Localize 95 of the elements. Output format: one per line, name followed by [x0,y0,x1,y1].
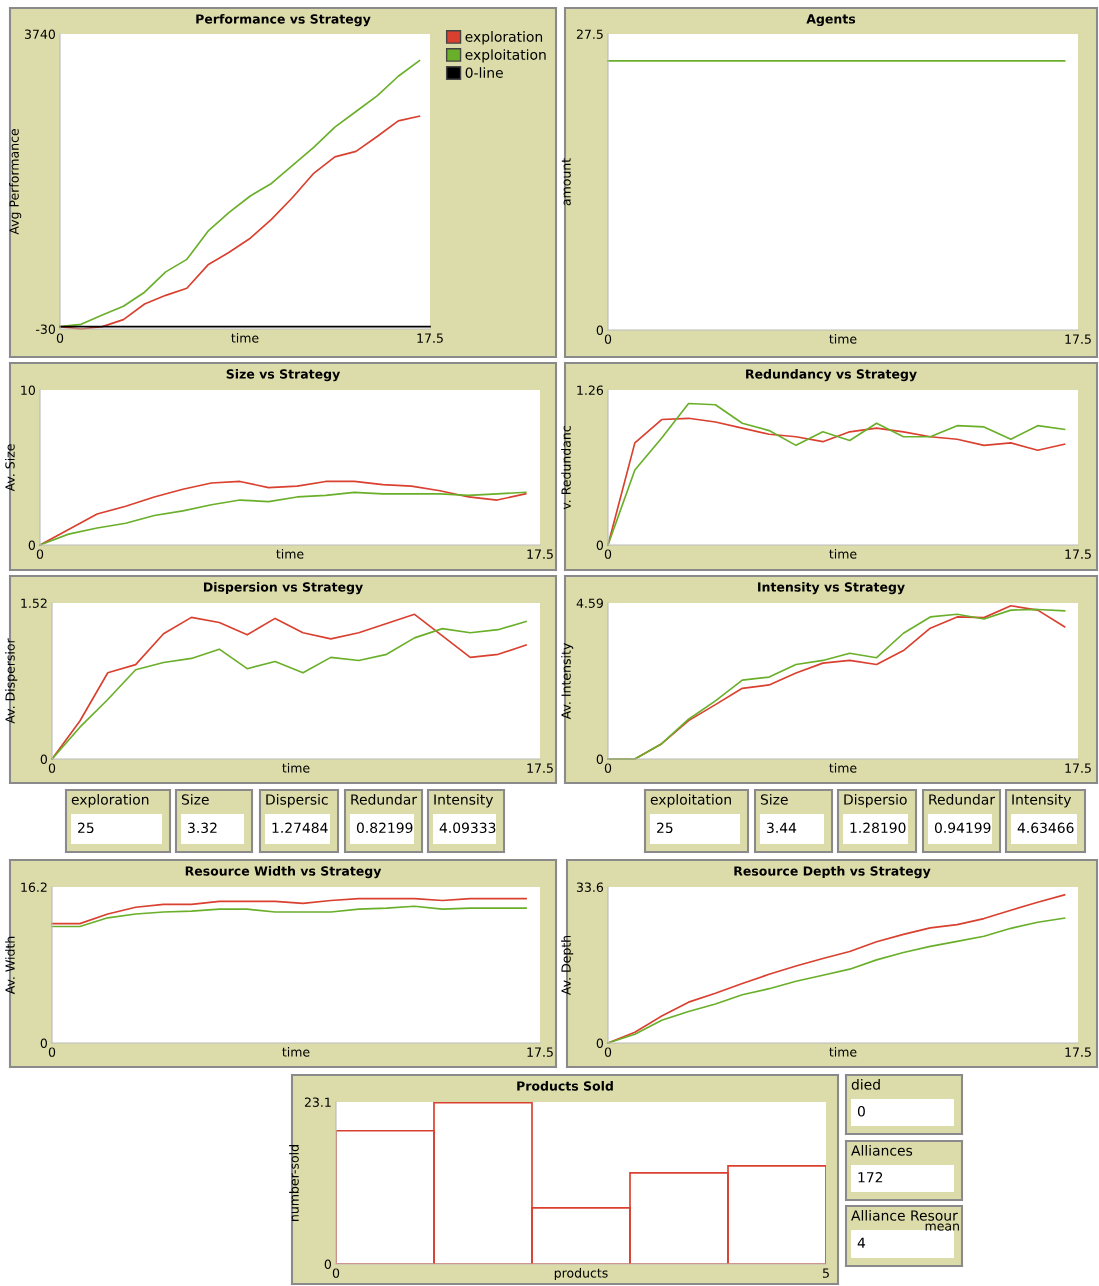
y-axis-title: Avg Performance [9,129,22,235]
x-tick-label: 17.5 [527,549,553,559]
text: 25 [78,822,94,834]
text: Redundar [351,794,418,805]
chart-title: Size vs Strategy [226,369,340,382]
y-tick-label: 1.52 [21,598,47,608]
text: 4 [857,1237,866,1248]
text: 0.94199 [934,822,991,834]
x-axis-title: time [829,549,857,559]
x-tick-label: 17.5 [1065,334,1091,344]
y-axis-title: v. Redundanc [561,426,571,510]
line-series [39,491,527,546]
y-axis-title: amount [561,158,571,206]
legend-label: 0-line [465,67,503,78]
text: 3.44 [767,822,797,834]
y-tick-label: 0 [596,325,603,335]
line-series [59,115,421,330]
text: 172 [858,1172,883,1183]
legend-label: exploitation [465,49,546,63]
chart-title: Intensity vs Strategy [758,582,905,595]
text: 1.27484 [272,822,328,834]
text: exploitation [650,794,731,808]
y-tick-label: 4.59 [576,598,603,608]
y-tick-label: 27.5 [576,29,603,39]
text: 25 [657,822,673,834]
text: Dispersic [266,794,328,808]
text: 3.32 [188,822,217,834]
x-tick-label: 0 [604,549,612,559]
y-tick-label: -30 [36,324,55,334]
x-tick-label: 0 [604,1047,612,1057]
chart-title: Redundancy vs Strategy [746,369,917,382]
y-tick-label: 16.2 [21,882,47,892]
line-series [51,897,527,925]
x-tick-label: 17.5 [527,1047,553,1057]
y-axis-title: Av. Intensity [561,643,574,720]
x-tick-label: 0 [604,334,612,344]
x-axis-title: time [231,333,259,343]
x-axis-title: time [282,1047,310,1057]
x-tick-label: 0 [56,333,64,343]
chart-title: Dispersion vs Strategy [203,582,363,595]
x-axis-title: products [554,1268,608,1281]
legend-label: exploration [465,31,543,45]
y-axis-title: Av. Depth [561,935,574,996]
line-series [39,480,527,546]
x-tick-label: 17.5 [1065,1047,1091,1057]
text: Size [181,794,209,805]
text: mean [925,1223,959,1231]
y-axis-title: Av. Size [5,444,15,492]
text: 0.82199 [356,822,413,834]
y-axis-title: Av. Dispersior [5,638,18,724]
chart-title: Agents [806,14,856,27]
x-axis-title: time [282,763,310,773]
text: Intensity [1012,794,1072,808]
y-tick-label: 0 [40,754,47,764]
text: Dispersio [844,794,907,808]
line-series [607,894,1066,1044]
text: 4.09333 [439,822,496,834]
chart-title: Resource Depth vs Strategy [734,866,931,879]
x-axis-title: time [276,549,304,559]
y-tick-label: 0 [596,540,603,550]
x-tick-label: 17.5 [527,763,553,773]
x-axis-title: time [829,763,857,773]
y-tick-label: 0 [596,754,603,764]
line-series [607,917,1066,1044]
text: Redundar [929,794,996,805]
text: Intensity [434,794,494,808]
x-axis-title: time [829,334,857,344]
x-tick-label: 5 [822,1268,829,1278]
y-tick-label: 1.26 [577,385,604,395]
chart-title: Products Sold [517,1081,613,1091]
y-axis-title: Av. Width [5,936,15,995]
text: exploration [71,794,149,808]
y-tick-label: 0 [596,1038,603,1048]
text: 1.28190 [850,822,906,834]
text: Alliance Resour [851,1210,958,1221]
y-tick-label: 10 [21,385,35,395]
x-axis-title: time [829,1047,857,1057]
x-tick-label: 17.5 [1065,549,1091,559]
y-tick-label: 0 [28,540,35,550]
chart-title: Resource Width vs Strategy [185,866,382,879]
x-tick-label: 0 [604,763,612,773]
y-tick-label: 33.6 [576,882,604,892]
text: 4.63466 [1017,822,1074,834]
x-tick-label: 17.5 [417,333,443,343]
text: Alliances [851,1145,913,1156]
y-tick-label: 3740 [24,29,55,39]
x-tick-label: 17.5 [1065,763,1091,773]
text: Size [760,794,788,805]
chart-title: Performance vs Strategy [196,14,371,27]
text: 0 [857,1106,865,1117]
line-series [51,905,527,928]
y-axis-title: number-sold [289,1145,299,1221]
y-tick-label: 23.1 [304,1097,331,1107]
y-tick-label: 0 [40,1038,47,1048]
text: died [851,1079,880,1090]
